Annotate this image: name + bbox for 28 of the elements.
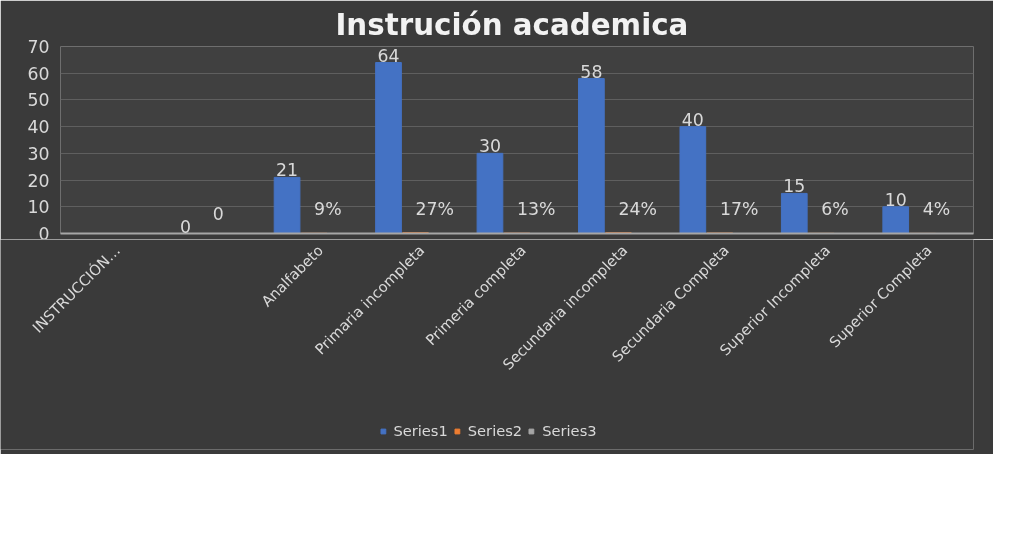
data-label: 0 <box>180 216 192 237</box>
data-label: 58 <box>580 61 603 82</box>
data-label: 27% <box>415 198 455 219</box>
legend-label: Series1 <box>393 422 448 439</box>
legend-label: Series2 <box>467 422 523 439</box>
y-tick-label: 70 <box>27 37 50 57</box>
y-tick-label: 0 <box>38 223 50 244</box>
data-label: 64 <box>377 45 400 66</box>
legend-label: Series3 <box>542 422 597 439</box>
data-label: 24% <box>618 198 657 219</box>
data-label: 9% <box>314 199 342 220</box>
data-label: 15 <box>783 176 806 197</box>
y-tick-label: 10 <box>27 197 50 218</box>
chart-title: Instrución academica <box>335 7 689 42</box>
y-tick-label: 60 <box>27 63 50 84</box>
data-label: 6% <box>821 199 849 220</box>
y-tick-label: 20 <box>27 170 50 191</box>
data-label: 10 <box>884 189 907 210</box>
data-label: 21 <box>276 160 299 181</box>
y-tick-label: 40 <box>27 117 50 138</box>
y-tick-label: 50 <box>27 90 50 111</box>
data-label: 17% <box>719 199 759 220</box>
data-label: 30 <box>478 136 501 157</box>
data-label: 13% <box>517 199 556 220</box>
data-label: 0 <box>212 203 224 224</box>
data-label: 4% <box>922 199 951 220</box>
y-tick-label: 30 <box>27 143 50 164</box>
data-label: 40 <box>681 109 704 130</box>
